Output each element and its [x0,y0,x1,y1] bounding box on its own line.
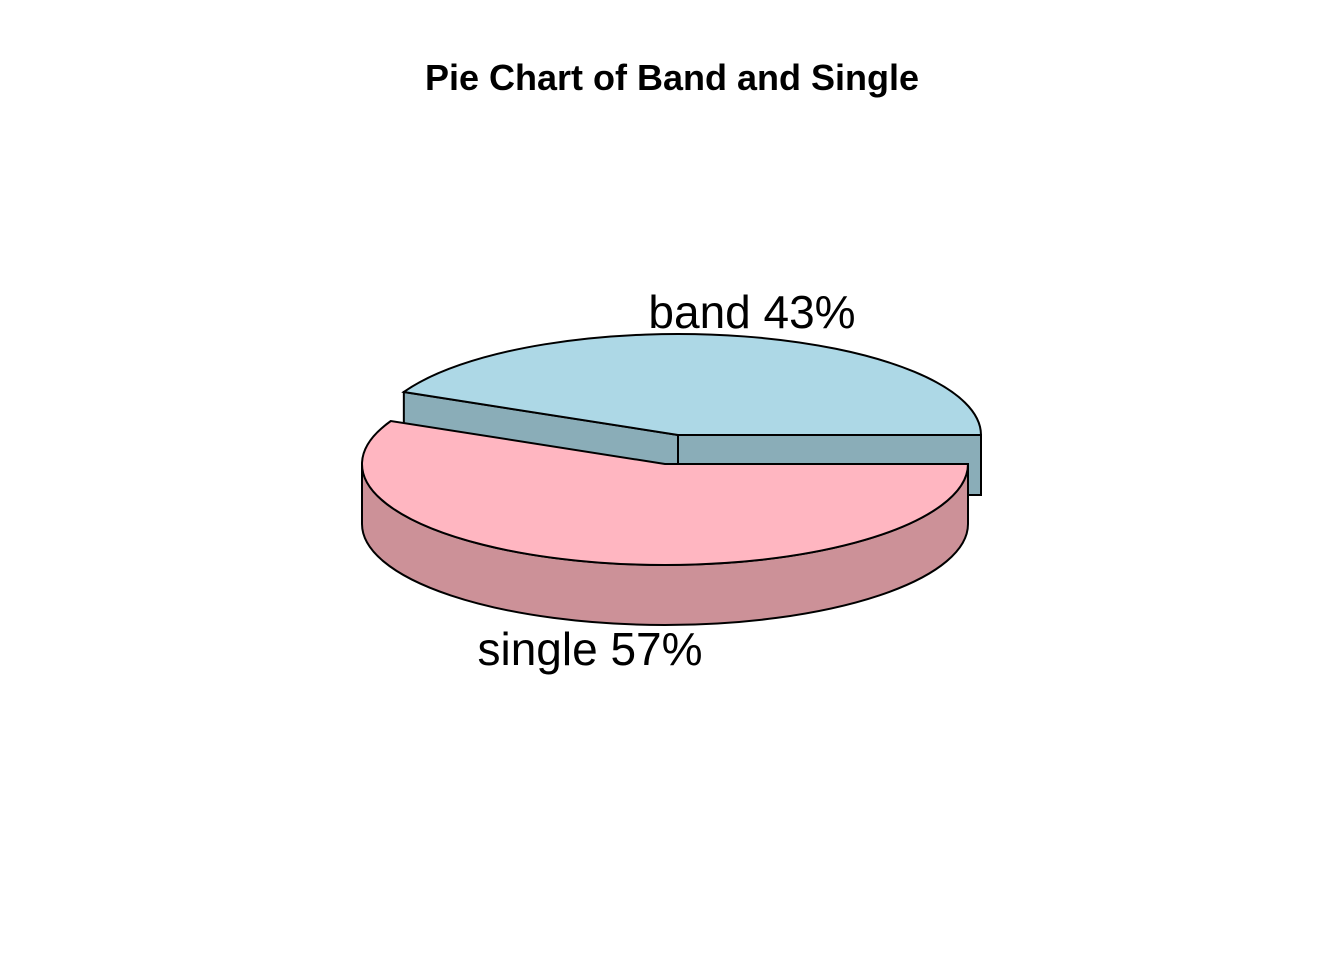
single-slice [361,419,970,567]
slice-label-single: single 57% [477,623,702,675]
slices-layer [361,333,983,626]
band-slice [401,333,983,436]
slice-label-band: band 43% [648,286,855,338]
chart-title: Pie Chart of Band and Single [425,57,919,98]
